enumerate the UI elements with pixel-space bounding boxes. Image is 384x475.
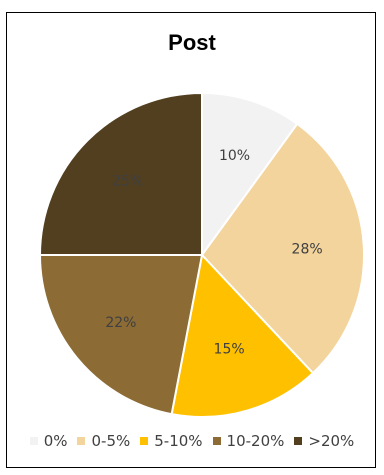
- legend-swatch: [212, 437, 221, 445]
- legend-item: 10-20%: [212, 432, 285, 450]
- legend-swatch: [140, 437, 149, 445]
- legend-label: >20%: [308, 432, 355, 450]
- legend-label: 0-5%: [91, 432, 131, 450]
- chart-title: Post: [168, 30, 216, 55]
- data-label: 10%: [219, 148, 250, 164]
- pie-slice-0%: [201, 91, 299, 259]
- pie-slice-10-20%: [38, 254, 204, 416]
- legend-swatch: [77, 437, 86, 445]
- legend-swatch: [29, 437, 38, 445]
- legend-item: >20%: [294, 432, 354, 450]
- legend-label: 5-10%: [154, 432, 203, 450]
- data-label: 15%: [214, 341, 245, 357]
- pie-slices: [38, 91, 365, 418]
- legend-item: 0%: [29, 432, 68, 450]
- legend-label: 0%: [43, 432, 68, 450]
- data-label: 28%: [292, 241, 323, 257]
- legend-label: 10-20%: [226, 432, 285, 450]
- data-label: 22%: [105, 315, 136, 331]
- pie-slice->20%: [38, 91, 203, 256]
- chart-legend: 0% 0-5% 5-10% 10-20% >20%: [0, 432, 384, 450]
- legend-swatch: [294, 437, 303, 445]
- pie-slice-0-5%: [200, 122, 365, 375]
- pie-slice-5-10%: [170, 252, 315, 418]
- legend-item: 0-5%: [77, 432, 130, 450]
- pie-labels: 10% 28% 15% 22% 25%: [105, 148, 322, 357]
- data-label: 25%: [112, 174, 143, 190]
- legend-item: 5-10%: [140, 432, 203, 450]
